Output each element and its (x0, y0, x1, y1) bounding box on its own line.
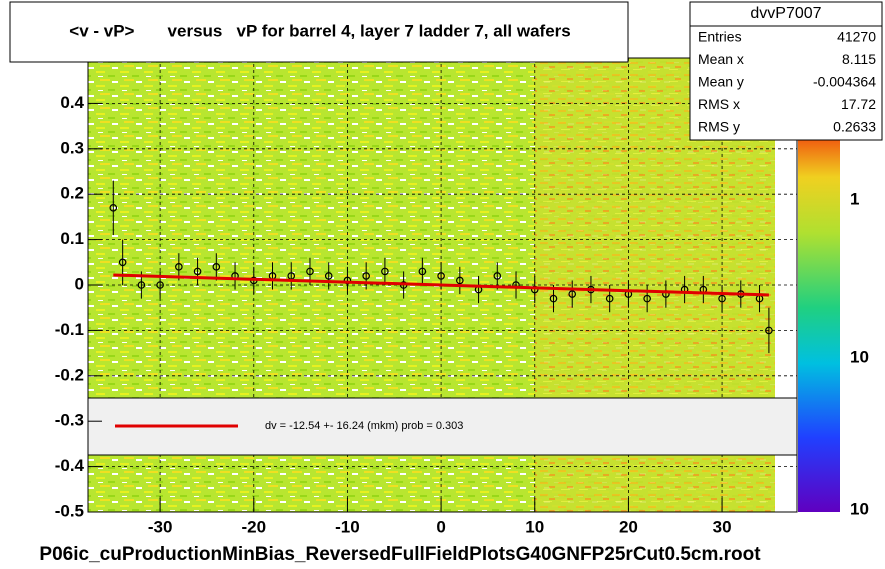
profile-point (118, 258, 127, 267)
profile-point (568, 290, 577, 298)
profile-point (175, 263, 183, 271)
color-scale (798, 140, 840, 512)
x-tick-label: -30 (148, 517, 173, 536)
profile-point (381, 267, 389, 276)
stat-value: -0.004364 (813, 74, 876, 90)
profile-point (193, 267, 202, 276)
stats-box (689, 1, 883, 141)
color-scale-label: 10 (850, 347, 869, 366)
profile-point (109, 204, 118, 212)
x-tick-label: -10 (335, 517, 360, 536)
profile-point (362, 272, 370, 280)
x-tick-label: 0 (436, 517, 445, 536)
stat-value: 17.72 (841, 96, 876, 112)
file-name: P06ic_cuProductionMinBias_ReversedFullFi… (39, 544, 761, 565)
stats-title: dvvP7007 (750, 5, 821, 22)
profile-point (324, 272, 333, 280)
stat-label: RMS x (698, 96, 740, 112)
stat-label: RMS y (698, 119, 740, 135)
profile-point (643, 294, 651, 303)
profile-point (212, 263, 221, 271)
stat-value: 8.115 (842, 51, 876, 67)
profile-point (765, 326, 773, 335)
profile-point (137, 281, 146, 289)
stat-value: 41270 (837, 29, 876, 45)
x-tick-label: 10 (525, 517, 544, 536)
stat-label: Entries (698, 29, 742, 45)
profile-point (530, 285, 539, 294)
y-tick-label: 0.2 (60, 184, 84, 203)
legend-text: dv = -12.54 +- 16.24 (mkm) prob = 0.303 (265, 420, 463, 432)
profile-point (718, 294, 726, 303)
x-tick-label: 30 (713, 517, 732, 536)
x-tick-label: -20 (241, 517, 266, 536)
chart-title: <v - vP> versus vP for barrel 4, layer 7… (69, 21, 570, 40)
fit-line (113, 273, 769, 297)
profile-point (306, 267, 314, 276)
title-box (9, 1, 629, 63)
y-tick-label: -0.4 (55, 456, 85, 475)
profile-point (605, 294, 614, 303)
y-tick-label: 0.1 (60, 229, 84, 248)
y-tick-label: 0.4 (60, 93, 84, 112)
profile-point (437, 272, 445, 280)
stat-label: Mean x (698, 51, 744, 67)
y-tick-label: -0.2 (55, 365, 84, 384)
profile-point (156, 281, 164, 289)
y-tick-label: -0.1 (55, 320, 84, 339)
color-scale-label: 1 (850, 189, 859, 208)
stats-rows: Entries 41270 Mean x 8.115 Mean y -0.004364 RM… (698, 29, 876, 135)
y-tick-label: -0.3 (55, 411, 84, 430)
marks (109, 180, 773, 354)
profile-point (493, 272, 502, 280)
y-tick-label: 0.3 (60, 138, 84, 157)
profile-point (456, 276, 464, 285)
y-tick-label: -0.5 (55, 501, 84, 520)
y-tick-label: 0 (75, 274, 84, 293)
profile-point (549, 294, 558, 303)
stat-label: Mean y (698, 74, 744, 90)
profile-point (418, 267, 427, 276)
color-scale-label: 10 (850, 499, 869, 518)
stat-value: 0.2633 (833, 119, 876, 135)
profile-point (343, 276, 352, 285)
x-tick-label: 20 (619, 517, 638, 536)
